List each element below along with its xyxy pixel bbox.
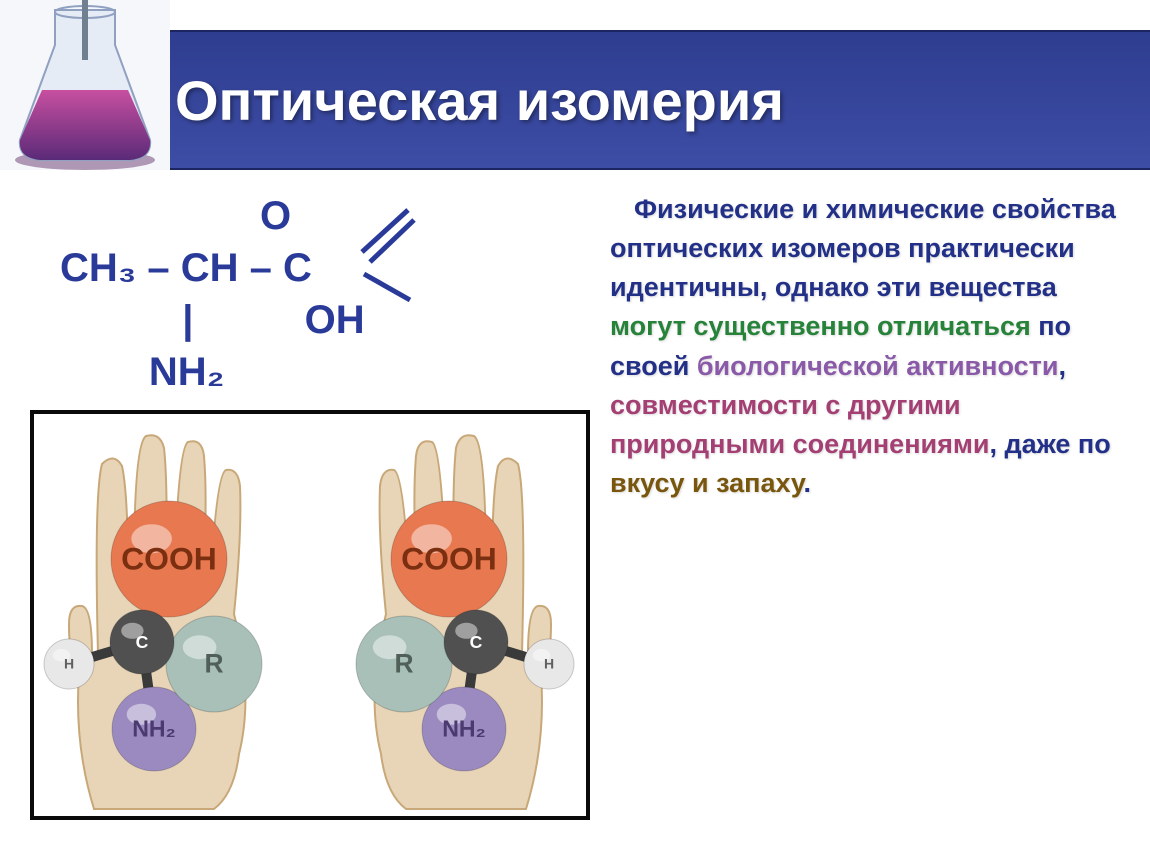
svg-text:H: H xyxy=(64,656,74,672)
svg-text:C: C xyxy=(136,632,149,652)
body-paragraph: Физические и химические свойства оптичес… xyxy=(610,190,1130,503)
slide: Оптическая изомерия O CH₃ – CH – C | OH … xyxy=(0,0,1150,864)
chemical-formula: O CH₃ – CH – C | OH NH₂ xyxy=(60,190,560,398)
svg-text:COOH: COOH xyxy=(401,540,497,576)
svg-text:C: C xyxy=(470,632,483,652)
slide-title: Оптическая изомерия xyxy=(175,68,784,133)
hands-diagram: H NH₂ R COOH C H NH₂ R COOH C xyxy=(34,414,586,816)
formula-bond-lines xyxy=(356,196,436,306)
formula-line-1: O xyxy=(60,190,560,242)
formula-line-2: CH₃ – CH – C xyxy=(60,242,560,294)
svg-text:H: H xyxy=(544,656,554,672)
svg-text:R: R xyxy=(394,649,413,679)
formula-line-3: | OH xyxy=(60,294,560,346)
svg-text:R: R xyxy=(204,649,223,679)
svg-text:NH₂: NH₂ xyxy=(442,716,486,742)
title-bar: Оптическая изомерия xyxy=(0,30,1150,170)
svg-text:COOH: COOH xyxy=(121,540,217,576)
formula-line-4: NH₂ xyxy=(60,346,560,398)
hands-diagram-frame: H NH₂ R COOH C H NH₂ R COOH C xyxy=(30,410,590,820)
flask-decoration xyxy=(0,0,170,170)
svg-text:NH₂: NH₂ xyxy=(132,716,176,742)
